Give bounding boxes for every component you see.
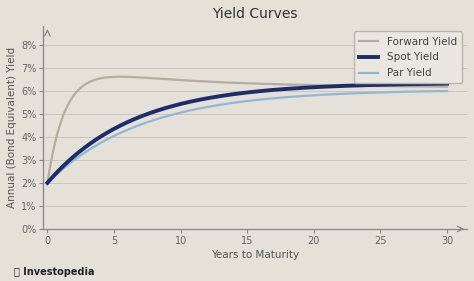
Title: Yield Curves: Yield Curves (212, 7, 298, 21)
X-axis label: Years to Maturity: Years to Maturity (211, 250, 299, 260)
Legend: Forward Yield, Spot Yield, Par Yield: Forward Yield, Spot Yield, Par Yield (354, 31, 462, 83)
Y-axis label: Annual (Bond Equivalent) Yield: Annual (Bond Equivalent) Yield (7, 47, 17, 208)
Text: Ⓝ Investopedia: Ⓝ Investopedia (14, 267, 95, 277)
